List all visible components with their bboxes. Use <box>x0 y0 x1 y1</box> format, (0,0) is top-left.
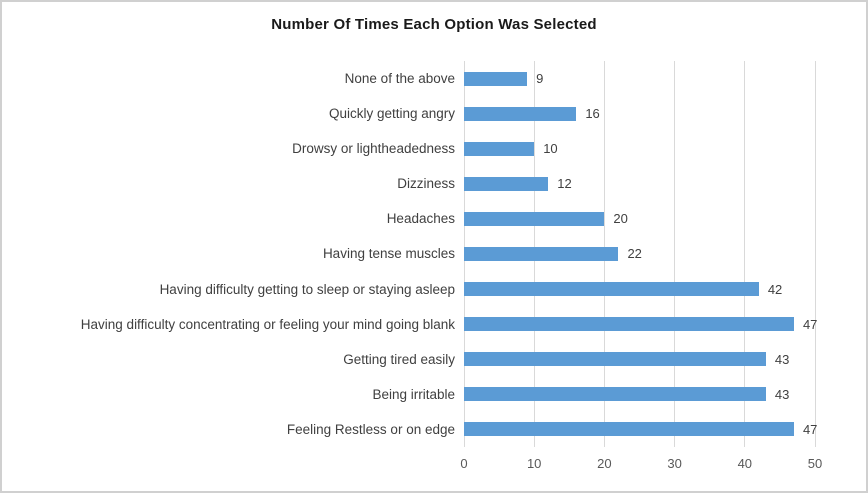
x-tick-label: 50 <box>807 456 823 471</box>
bar <box>464 71 528 86</box>
value-label: 9 <box>536 71 544 86</box>
bar <box>464 141 535 156</box>
bar <box>464 352 766 367</box>
value-label: 20 <box>613 211 628 227</box>
value-label: 22 <box>627 246 642 262</box>
x-tick-label: 0 <box>460 456 468 471</box>
value-label: 16 <box>585 106 600 122</box>
bar <box>464 282 759 297</box>
chart-title: Number Of Times Each Option Was Selected <box>271 16 597 33</box>
value-label: 12 <box>557 176 572 192</box>
gridline <box>814 61 816 447</box>
bar <box>464 387 766 402</box>
category-label: Dizziness <box>397 176 455 192</box>
bar <box>464 422 794 437</box>
x-tick-label: 40 <box>737 456 753 471</box>
bar <box>464 106 577 121</box>
category-label: Having tense muscles <box>322 246 455 262</box>
x-tick-label: 10 <box>526 456 542 471</box>
category-label: Headaches <box>386 211 455 227</box>
value-label: 43 <box>774 386 790 402</box>
category-label: Drowsy or lightheadedness <box>292 141 455 157</box>
category-label: Getting tired easily <box>343 351 455 367</box>
value-label: 47 <box>802 316 818 332</box>
bar <box>464 211 605 226</box>
bar <box>464 247 619 261</box>
x-tick-label: 20 <box>597 456 612 471</box>
category-label: Having difficulty concentrating or feeli… <box>80 316 455 332</box>
value-label: 42 <box>767 281 783 297</box>
value-label: 43 <box>774 351 790 367</box>
gridline <box>744 61 746 447</box>
x-tick-label: 30 <box>667 456 682 471</box>
value-label: 47 <box>802 421 818 437</box>
category-label: Being irritable <box>372 386 455 402</box>
value-label: 10 <box>543 141 558 157</box>
bar <box>464 317 794 332</box>
category-label: None of the above <box>344 71 455 86</box>
category-label: Quickly getting angry <box>328 106 455 122</box>
category-label: Feeling Restless or on edge <box>286 421 455 437</box>
category-label: Having difficulty getting to sleep or st… <box>159 281 455 297</box>
bar <box>464 176 549 191</box>
gridline <box>674 61 676 447</box>
